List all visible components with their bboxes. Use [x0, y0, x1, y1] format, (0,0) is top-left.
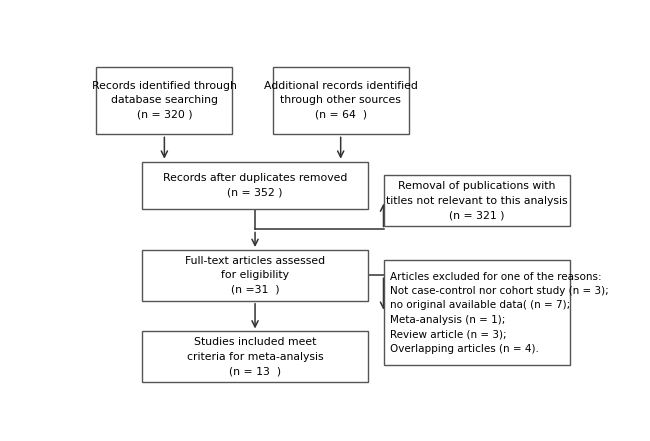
Text: Records after duplicates removed
(n = 352 ): Records after duplicates removed (n = 35…: [163, 173, 347, 198]
Text: Removal of publications with
titles not relevant to this analysis
(n = 321 ): Removal of publications with titles not …: [386, 181, 567, 220]
Bar: [273, 67, 409, 135]
Bar: [384, 175, 570, 226]
Text: Studies included meet
criteria for meta-analysis
(n = 13  ): Studies included meet criteria for meta-…: [187, 337, 323, 376]
Text: Full-text articles assessed
for eligibility
(n =31  ): Full-text articles assessed for eligibil…: [185, 256, 325, 295]
Text: Articles excluded for one of the reasons:
Not case-control nor cohort study (n =: Articles excluded for one of the reasons…: [389, 272, 608, 354]
Bar: [96, 67, 233, 135]
Bar: [142, 331, 369, 382]
Bar: [142, 250, 369, 301]
Bar: [142, 161, 369, 209]
Text: Records identified through
database searching
(n = 320 ): Records identified through database sear…: [92, 81, 237, 120]
Bar: [384, 260, 570, 365]
Text: Additional records identified
through other sources
(n = 64  ): Additional records identified through ot…: [264, 81, 417, 120]
